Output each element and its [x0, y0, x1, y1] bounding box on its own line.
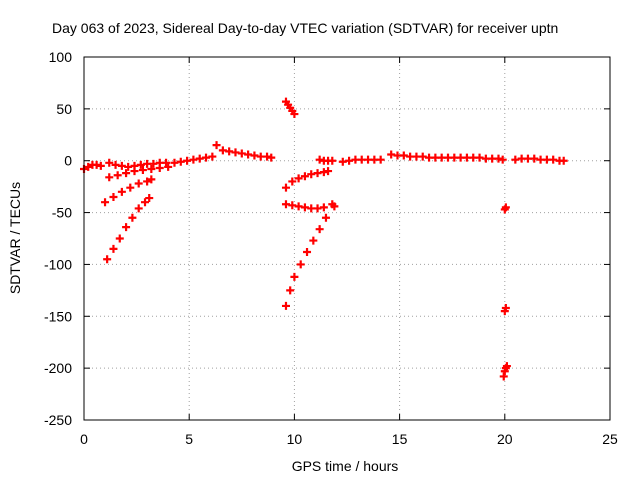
data-point [502, 362, 511, 371]
y-tick-label: 0 [64, 153, 72, 169]
data-point [315, 225, 324, 234]
data-point [105, 173, 114, 182]
x-tick-label: 25 [602, 431, 618, 447]
data-point [155, 163, 164, 172]
data-point [101, 198, 110, 207]
y-axis-ticks: -250 -200 -150 -100 -50 0 50 100 [44, 49, 610, 428]
data-point [122, 169, 131, 178]
data-point [501, 203, 510, 212]
data-point [294, 174, 303, 183]
axes [83, 56, 611, 421]
data-point [290, 272, 299, 281]
series-arc-04 [101, 175, 156, 207]
data-point [117, 187, 126, 196]
data-point [286, 286, 295, 295]
data-point [134, 204, 143, 213]
data-point [212, 141, 221, 150]
series-arc-01 [80, 160, 105, 174]
data-point [281, 301, 290, 310]
data-point [134, 179, 143, 188]
y-tick-label: -100 [44, 256, 72, 272]
series-arc-10 [281, 200, 337, 213]
x-tick-label: 15 [392, 431, 408, 447]
data-point [138, 166, 147, 175]
data-point [164, 162, 173, 171]
series-arc-17 [500, 303, 510, 316]
data-point [309, 236, 318, 245]
chart-title: Day 063 of 2023, Sidereal Day-to-day VTE… [52, 20, 558, 36]
series-arc-07 [212, 141, 276, 162]
data-point [296, 260, 305, 269]
data-point [109, 244, 118, 253]
data-point [303, 247, 312, 256]
data-point [115, 234, 124, 243]
data-point [105, 158, 114, 167]
series-arc-16 [500, 203, 510, 214]
y-tick-label: -50 [52, 205, 72, 221]
plot-frame [83, 56, 611, 421]
series-arc-11 [281, 202, 339, 310]
series-arc-02 [105, 158, 171, 171]
data-point [328, 156, 337, 165]
data-point [113, 171, 122, 180]
data-point [324, 167, 333, 176]
data-point [330, 202, 339, 211]
data-point [376, 155, 385, 164]
series-arc-06 [170, 152, 217, 167]
y-tick-label: 100 [49, 49, 73, 65]
data-point [141, 198, 150, 207]
x-axis-label: GPS time / hours [292, 458, 399, 474]
data-point [109, 193, 118, 202]
series-arc-14 [387, 150, 507, 164]
data-point [300, 172, 309, 181]
data-point [126, 183, 135, 192]
x-tick-label: 10 [287, 431, 303, 447]
data-point [267, 153, 276, 162]
series-arc-15 [511, 154, 568, 165]
data-point [498, 155, 507, 164]
data-point [147, 175, 156, 184]
data-point [143, 177, 152, 186]
series-arc-13 [338, 155, 385, 166]
data-point [321, 213, 330, 222]
data-point [103, 255, 112, 264]
series-arc-05 [103, 194, 154, 264]
data-point [559, 156, 568, 165]
y-tick-label: 50 [56, 101, 72, 117]
x-tick-label: 0 [80, 431, 88, 447]
series-arc-03 [105, 162, 173, 182]
data-point [128, 213, 137, 222]
y-axis-label: SDTVAR / TECUs [7, 182, 23, 294]
data-point [501, 303, 510, 312]
data-point [208, 152, 217, 161]
data-point [319, 203, 328, 212]
data-point [147, 165, 156, 174]
series-arc-08 [281, 97, 299, 119]
data-point [122, 223, 131, 232]
data-points [80, 97, 568, 381]
data-point [290, 110, 299, 119]
data-point [288, 177, 297, 186]
y-tick-label: -200 [44, 360, 72, 376]
x-tick-label: 20 [497, 431, 513, 447]
data-point [84, 162, 93, 171]
x-axis-ticks: 0 5 10 15 20 25 [80, 57, 618, 447]
series-arc-12 [315, 155, 337, 165]
x-tick-label: 5 [185, 431, 193, 447]
y-tick-label: -250 [44, 412, 72, 428]
data-point [162, 158, 171, 167]
series-arc-18 [499, 362, 511, 381]
data-point [96, 161, 105, 170]
data-point [281, 183, 290, 192]
series-arc-09 [281, 167, 333, 192]
data-point [130, 167, 139, 176]
data-point [145, 194, 154, 203]
y-tick-label: -150 [44, 308, 72, 324]
